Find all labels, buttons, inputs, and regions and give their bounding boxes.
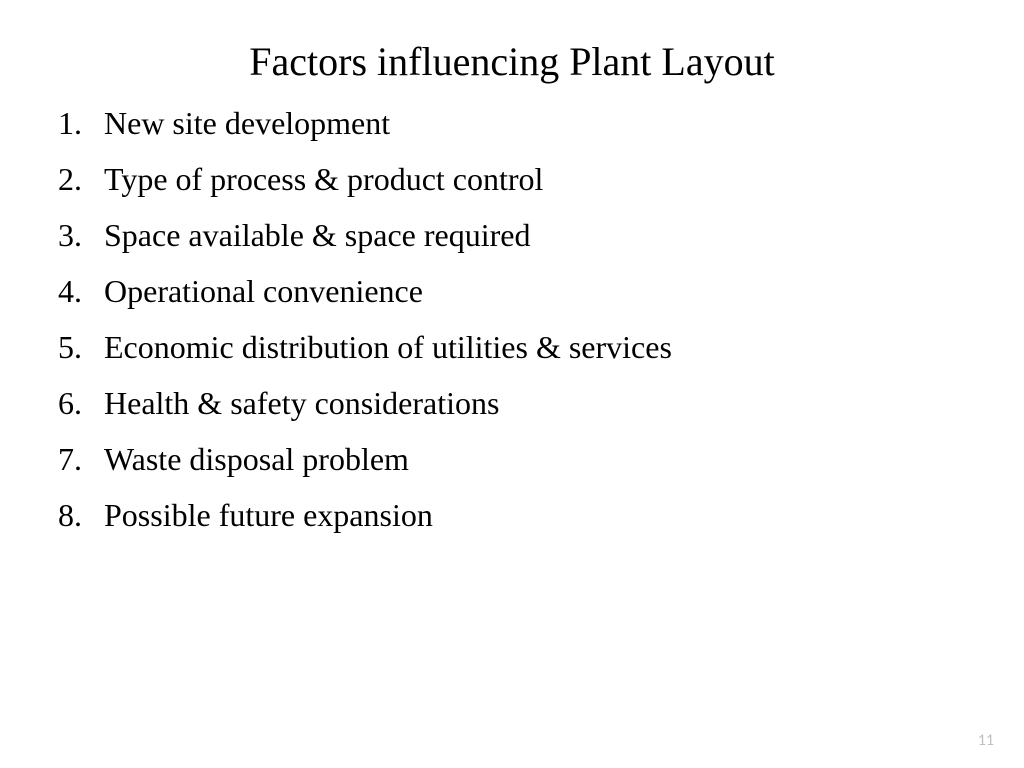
slide-list: New site development Type of process & p… — [30, 95, 984, 543]
page-number: 11 — [978, 731, 994, 750]
slide-list-container: New site development Type of process & p… — [0, 95, 1024, 543]
list-item: Operational convenience — [30, 263, 984, 319]
list-item: Waste disposal problem — [30, 431, 984, 487]
list-item-text: Type of process & product control — [104, 151, 543, 207]
list-item-text: Health & safety considerations — [104, 375, 499, 431]
list-item-text: Waste disposal problem — [104, 431, 409, 487]
list-item-text: New site development — [104, 95, 390, 151]
list-item: Economic distribution of utilities & ser… — [30, 319, 984, 375]
list-item-text: Possible future expansion — [104, 487, 433, 543]
list-item: Health & safety considerations — [30, 375, 984, 431]
list-item-text: Operational convenience — [104, 263, 423, 319]
list-item: New site development — [30, 95, 984, 151]
list-item-text: Space available & space required — [104, 207, 530, 263]
list-item: Space available & space required — [30, 207, 984, 263]
slide-title: Factors influencing Plant Layout — [0, 0, 1024, 95]
list-item-text: Economic distribution of utilities & ser… — [104, 319, 672, 375]
list-item: Type of process & product control — [30, 151, 984, 207]
list-item: Possible future expansion — [30, 487, 984, 543]
